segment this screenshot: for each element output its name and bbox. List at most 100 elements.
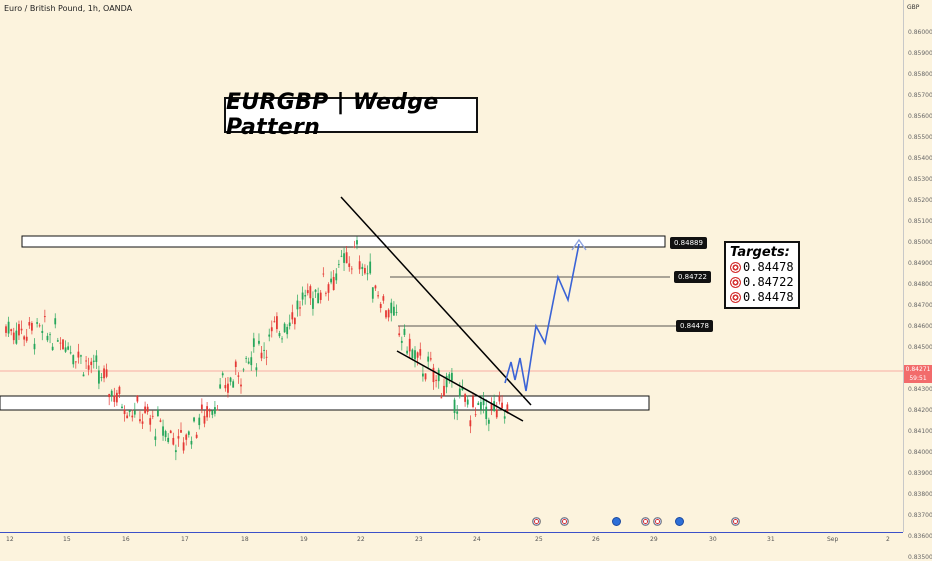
candle-body — [466, 399, 469, 405]
price-tick-label: 0.83500 — [908, 554, 932, 561]
candle-body — [350, 268, 353, 270]
candle-body — [260, 352, 263, 359]
candle-body — [118, 386, 121, 394]
candle-body — [240, 384, 242, 387]
axis-currency: GBP — [907, 4, 920, 11]
candle-body — [299, 307, 301, 309]
candle-body — [41, 330, 44, 333]
candle-body — [139, 419, 141, 422]
candle-body — [162, 426, 164, 436]
target-row: 0.84722 — [730, 275, 794, 290]
candle-body — [56, 340, 59, 342]
candle-body — [443, 385, 445, 396]
candle-body — [312, 298, 314, 309]
candle-body — [335, 273, 338, 281]
candle-body — [293, 318, 296, 325]
price-chart-svg[interactable] — [0, 0, 903, 532]
event-dot-icon[interactable] — [675, 517, 684, 526]
candle-body — [501, 402, 503, 409]
candle-body — [258, 340, 260, 344]
price-tick-label: 0.85500 — [908, 134, 932, 141]
target-row: 0.84478 — [730, 290, 794, 305]
candle-body — [98, 370, 100, 384]
candle-body — [377, 295, 379, 297]
candle-body — [5, 326, 7, 333]
price-axis[interactable] — [903, 0, 932, 532]
candle-body — [317, 293, 320, 304]
candle-body — [325, 292, 327, 294]
event-dot-icon[interactable] — [612, 517, 621, 526]
time-axis[interactable] — [0, 532, 903, 551]
time-tick-label: 18 — [241, 536, 249, 543]
candle-body — [319, 292, 322, 300]
price-tick-label: 0.85800 — [908, 71, 932, 78]
candle-body — [245, 357, 248, 359]
candle-body — [193, 417, 195, 422]
candle-body — [154, 436, 157, 440]
candle-body — [103, 368, 105, 379]
event-flag-icon[interactable] — [641, 517, 650, 526]
candle-body — [263, 349, 265, 351]
price-tick-label: 0.84200 — [908, 407, 932, 414]
projection-arrow-head — [571, 238, 587, 251]
candle-body — [390, 302, 393, 314]
candle-body — [144, 406, 146, 413]
current-price-value: 0.84271 — [905, 366, 931, 373]
candle-body — [146, 406, 149, 412]
candle-body — [343, 253, 345, 263]
candle-body — [322, 273, 325, 275]
candle-body — [31, 323, 33, 331]
candle-body — [51, 346, 54, 351]
time-tick-label: Sep — [827, 536, 839, 543]
candle-body — [46, 335, 49, 341]
candle-body — [216, 409, 219, 411]
candle-body — [283, 323, 286, 333]
candle-body — [332, 276, 335, 291]
candle-body — [190, 440, 193, 445]
candle-body — [393, 306, 395, 316]
candle-body — [38, 325, 41, 327]
candle-body — [10, 329, 13, 332]
time-tick-label: 15 — [63, 536, 71, 543]
candle-body — [252, 338, 255, 347]
candle-body — [195, 434, 198, 438]
candle-body — [400, 340, 403, 343]
candle-body — [371, 287, 374, 299]
candle-body — [214, 407, 216, 414]
candle-body — [348, 263, 351, 267]
candle-body — [25, 336, 28, 341]
candle-body — [128, 410, 131, 413]
candle-body — [64, 347, 67, 352]
candle-body — [306, 290, 309, 294]
candle-body — [121, 406, 123, 409]
price-tick-label: 0.84500 — [908, 344, 932, 351]
candle-body — [445, 375, 448, 388]
event-flag-icon[interactable] — [731, 517, 740, 526]
candle-body — [330, 278, 332, 283]
time-tick-label: 31 — [767, 536, 775, 543]
candle-body — [448, 374, 451, 379]
candle-body — [105, 369, 108, 377]
event-flag-icon[interactable] — [560, 517, 569, 526]
price-tick-label: 0.85400 — [908, 155, 932, 162]
candle-body — [7, 321, 10, 334]
price-tick-label: 0.86000 — [908, 29, 932, 36]
countdown-value: 59:51 — [909, 375, 927, 382]
candle-body — [229, 377, 232, 382]
candle-body — [288, 322, 291, 327]
candle-body — [472, 396, 474, 408]
price-tick-label: 0.84800 — [908, 281, 932, 288]
target-icon — [730, 292, 741, 303]
event-flag-icon[interactable] — [653, 517, 662, 526]
candle-body — [180, 430, 182, 433]
candle-body — [185, 434, 188, 440]
projection-path — [504, 243, 580, 392]
candle-body — [270, 327, 273, 332]
candle-body — [374, 285, 377, 289]
candle-body — [33, 343, 36, 350]
candle-body — [485, 406, 488, 420]
candle-body — [411, 349, 414, 359]
candle-body — [237, 375, 240, 377]
event-flag-icon[interactable] — [532, 517, 541, 526]
